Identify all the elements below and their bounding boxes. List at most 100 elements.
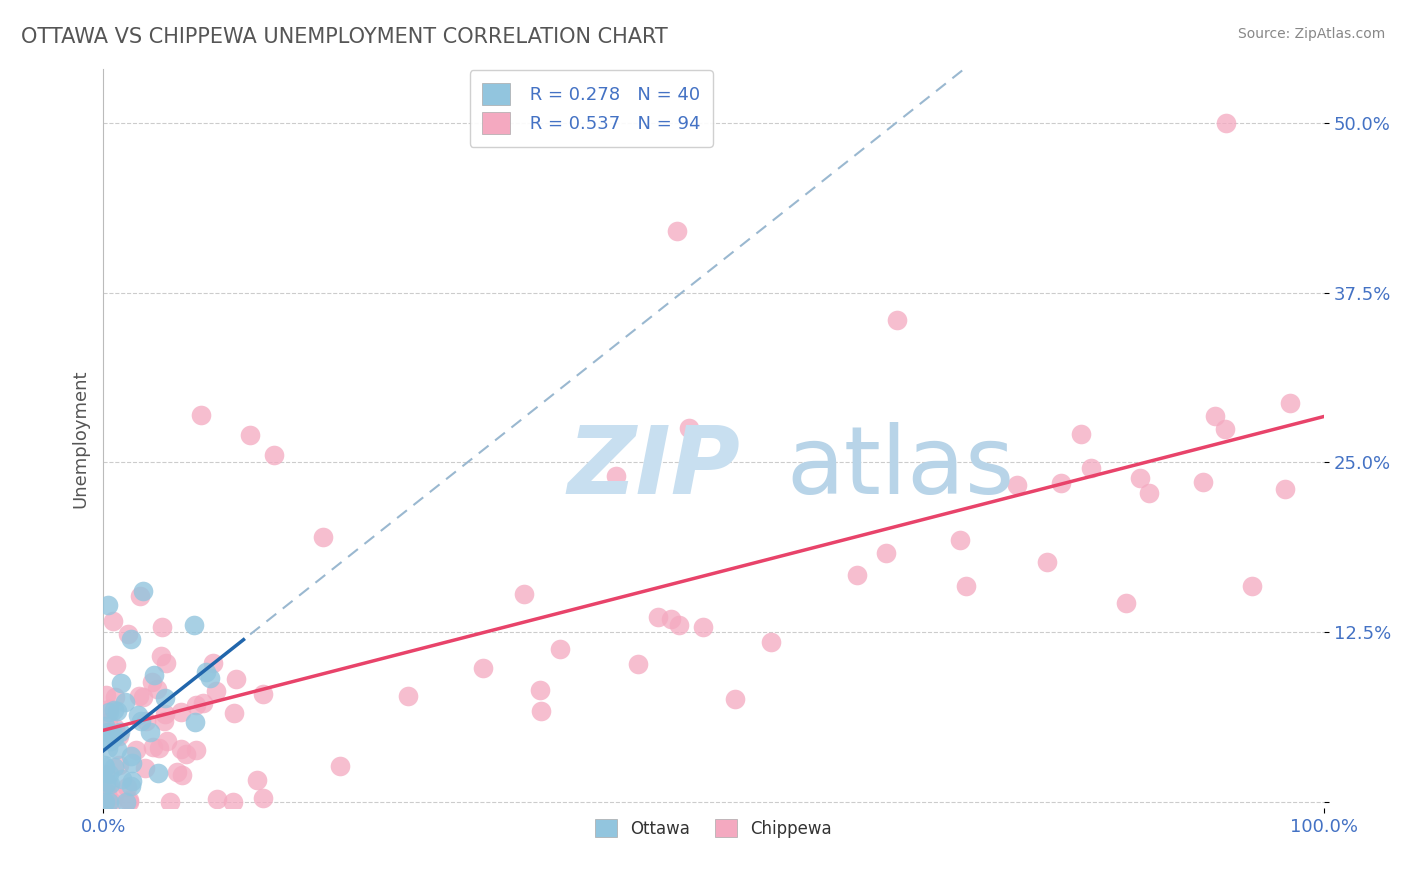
Point (121, 756, 143, 770)
Point (184, 698, 207, 712)
Point (121, 773, 143, 788)
Point (132, 690, 155, 704)
Point (108, 758, 131, 772)
Point (98, 767, 121, 781)
Point (174, 747, 197, 762)
Point (647, 610, 669, 624)
Point (146, 765, 169, 780)
Point (184, 715, 207, 730)
Point (110, 675, 132, 690)
Point (97, 715, 120, 730)
Point (103, 615, 125, 629)
Point (139, 724, 162, 739)
Point (110, 725, 132, 739)
Point (191, 696, 214, 710)
Point (170, 705, 193, 719)
Point (761, 635, 783, 649)
Point (548, 642, 571, 657)
Point (97, 777, 120, 791)
Point (155, 656, 177, 670)
Point (1005, 478, 1028, 492)
Point (103, 690, 125, 704)
Point (396, 689, 419, 703)
Point (1215, 116, 1237, 130)
Point (190, 408, 212, 422)
Point (627, 657, 650, 671)
Point (222, 706, 245, 721)
Point (1035, 555, 1057, 569)
Point (659, 612, 682, 626)
Point (96, 777, 118, 791)
Point (97, 598, 120, 612)
Point (114, 695, 136, 709)
Point (668, 618, 690, 632)
Point (1137, 486, 1160, 500)
Point (1115, 596, 1137, 610)
Point (1279, 396, 1302, 410)
Point (159, 795, 181, 809)
Point (312, 530, 335, 544)
Point (129, 589, 152, 603)
Point (97, 740, 120, 755)
Point (246, 772, 269, 787)
Text: OTTAWA VS CHIPPEWA UNEMPLOYMENT CORRELATION CHART: OTTAWA VS CHIPPEWA UNEMPLOYMENT CORRELAT… (21, 27, 668, 46)
Point (195, 665, 218, 680)
Point (605, 468, 627, 483)
Point (184, 743, 207, 757)
Point (94, 767, 117, 781)
Point (252, 791, 274, 805)
Legend: Ottawa, Chippewa: Ottawa, Chippewa (589, 813, 838, 845)
Point (886, 312, 908, 326)
Point (118, 793, 141, 807)
Point (692, 620, 714, 634)
Point (1241, 579, 1264, 593)
Point (107, 729, 129, 743)
Point (205, 791, 228, 805)
Point (1129, 471, 1152, 485)
Point (135, 714, 157, 729)
Point (153, 691, 176, 706)
Point (665, 224, 688, 238)
Point (170, 768, 193, 782)
Point (93, 760, 115, 774)
Point (529, 704, 551, 718)
Point (169, 741, 191, 756)
Point (97, 725, 120, 739)
Point (120, 749, 142, 764)
Point (875, 546, 897, 560)
Point (94, 795, 117, 809)
Point (134, 761, 156, 775)
Point (225, 672, 247, 686)
Point (263, 449, 285, 463)
Point (132, 584, 155, 599)
Point (128, 690, 150, 704)
Text: ZIP: ZIP (567, 422, 740, 514)
Point (329, 759, 352, 773)
Point (118, 795, 141, 809)
Point (100, 777, 122, 791)
Point (117, 627, 139, 641)
Point (205, 684, 228, 698)
Point (202, 656, 225, 670)
Point (529, 683, 551, 698)
Point (98, 702, 121, 716)
Point (846, 568, 869, 582)
Point (148, 740, 170, 755)
Point (124, 743, 146, 757)
Point (183, 618, 205, 632)
Point (107, 741, 129, 756)
Point (97, 795, 120, 809)
Point (146, 682, 169, 697)
Point (724, 692, 747, 706)
Point (1050, 476, 1073, 491)
Point (1213, 422, 1236, 436)
Point (104, 721, 127, 735)
Text: Source: ZipAtlas.com: Source: ZipAtlas.com (1237, 27, 1385, 41)
Point (1080, 461, 1102, 475)
Point (103, 729, 125, 743)
Point (1192, 475, 1215, 490)
Point (221, 795, 243, 809)
Point (252, 687, 274, 701)
Point (948, 533, 970, 547)
Point (94, 688, 117, 702)
